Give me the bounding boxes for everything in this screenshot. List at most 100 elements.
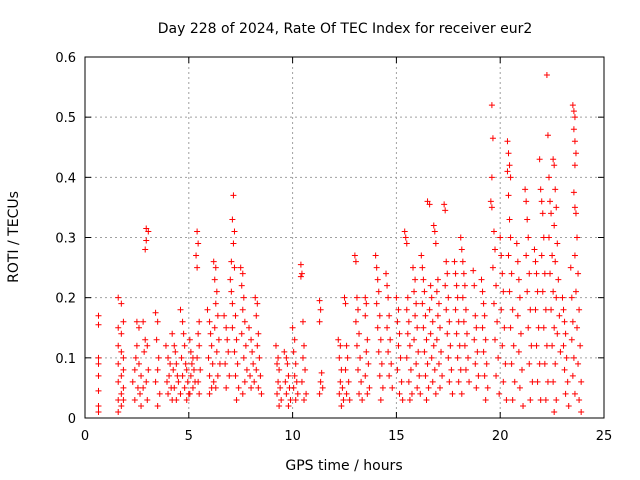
data-point — [240, 294, 247, 301]
data-point — [379, 384, 386, 391]
data-point — [498, 306, 505, 313]
data-point — [404, 294, 411, 301]
data-point — [488, 174, 495, 181]
data-point — [250, 360, 257, 367]
data-point — [177, 306, 184, 313]
data-point — [353, 342, 360, 349]
data-point — [118, 348, 125, 355]
data-point — [545, 174, 552, 181]
data-point — [166, 372, 173, 379]
data-point — [174, 372, 181, 379]
data-point — [507, 234, 514, 241]
data-point — [231, 264, 238, 271]
data-point — [186, 336, 193, 343]
data-point — [341, 294, 348, 301]
data-point — [412, 276, 419, 283]
data-point — [504, 138, 511, 145]
data-point — [377, 396, 384, 403]
data-point — [509, 396, 516, 403]
data-point — [494, 318, 501, 325]
data-point — [407, 366, 414, 373]
data-point — [342, 300, 349, 307]
data-point — [571, 252, 578, 259]
data-point — [179, 372, 186, 379]
data-point — [224, 336, 231, 343]
data-point — [299, 318, 306, 325]
data-point — [387, 336, 394, 343]
data-point — [492, 336, 499, 343]
data-point — [363, 348, 370, 355]
data-point — [115, 378, 122, 385]
data-point — [196, 390, 203, 397]
data-point — [575, 360, 582, 367]
data-point — [483, 360, 490, 367]
data-point — [234, 360, 241, 367]
data-point — [179, 318, 186, 325]
data-point — [229, 216, 236, 223]
plot-frame — [84, 56, 605, 419]
data-point — [396, 330, 403, 337]
data-point — [560, 342, 567, 349]
data-point — [397, 354, 404, 361]
data-point — [570, 108, 577, 115]
data-point — [344, 354, 351, 361]
data-point — [240, 354, 247, 361]
data-point — [472, 360, 479, 367]
data-point — [165, 354, 172, 361]
data-point — [461, 342, 468, 349]
data-point — [510, 342, 517, 349]
data-point — [436, 384, 443, 391]
data-point — [118, 372, 125, 379]
data-point — [227, 276, 234, 283]
data-point — [177, 390, 184, 397]
data-point — [406, 396, 413, 403]
data-point — [342, 366, 349, 373]
data-point — [473, 384, 480, 391]
data-point — [165, 390, 172, 397]
data-point — [556, 312, 563, 319]
data-point — [418, 252, 425, 259]
data-point — [402, 234, 409, 241]
data-point — [527, 306, 534, 313]
data-point — [466, 378, 473, 385]
data-point — [235, 384, 242, 391]
data-point — [553, 396, 560, 403]
data-point — [214, 312, 221, 319]
data-point — [416, 372, 423, 379]
data-point — [212, 384, 219, 391]
data-point — [550, 378, 557, 385]
data-point — [543, 342, 550, 349]
y-tick-label: 0 — [68, 412, 76, 427]
data-point — [162, 342, 169, 349]
data-point — [551, 324, 558, 331]
data-point — [544, 378, 551, 385]
data-point — [471, 282, 478, 289]
data-point — [293, 378, 300, 385]
data-point — [444, 270, 451, 277]
data-point — [276, 366, 283, 373]
data-point — [316, 297, 323, 304]
data-point — [405, 378, 412, 385]
data-point — [141, 348, 148, 355]
data-point — [423, 396, 430, 403]
data-point — [248, 336, 255, 343]
data-point — [238, 330, 245, 337]
data-point — [446, 318, 453, 325]
data-point — [460, 318, 467, 325]
data-point — [363, 300, 370, 307]
data-point — [319, 384, 326, 391]
data-point — [143, 378, 150, 385]
data-point — [225, 348, 232, 355]
data-point — [452, 270, 459, 277]
data-point — [181, 342, 188, 349]
data-point — [232, 372, 239, 379]
data-point — [291, 372, 298, 379]
data-point — [422, 312, 429, 319]
data-point — [563, 354, 570, 361]
data-point — [427, 282, 434, 289]
data-point — [411, 336, 418, 343]
data-point — [338, 402, 345, 409]
data-point — [578, 378, 585, 385]
data-point — [209, 360, 216, 367]
data-point — [548, 306, 555, 313]
